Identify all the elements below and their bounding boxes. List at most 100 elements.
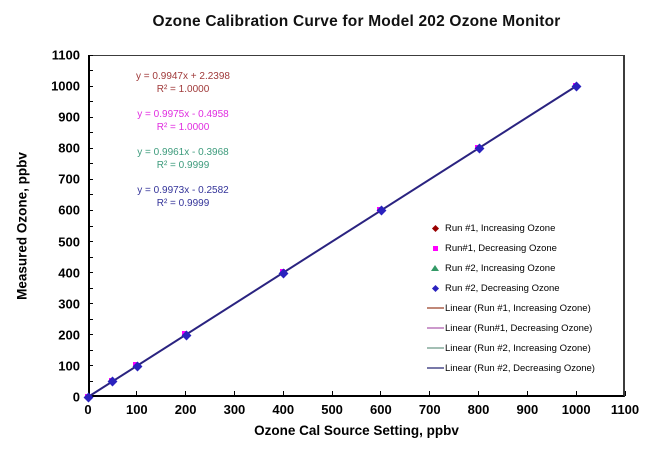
legend-item-label: Linear (Run#1, Decreasing Ozone) bbox=[445, 322, 593, 334]
legend-key bbox=[425, 327, 445, 329]
x-tick-mark bbox=[575, 391, 577, 396]
trendline-equation-4: y = 0.9973x - 0.2582 R² = 0.9999 bbox=[108, 184, 258, 210]
line-marker-icon bbox=[426, 347, 444, 349]
equation-text: R² = 1.0000 bbox=[156, 84, 210, 95]
x-tick-label: 100 bbox=[125, 402, 148, 417]
legend-item-label: Run #2, Decreasing Ozone bbox=[445, 282, 560, 294]
y-tick-mark bbox=[88, 318, 93, 320]
y-tick-label: 300 bbox=[58, 296, 80, 312]
y-tick-mark bbox=[88, 70, 93, 72]
legend-item: Linear (Run #1, Increasing Ozone) bbox=[425, 298, 623, 318]
x-axis-label: Ozone Cal Source Setting, ppbv bbox=[254, 423, 459, 438]
x-tick-label: 500 bbox=[321, 402, 343, 417]
triangle-marker-icon bbox=[431, 265, 439, 271]
legend-item: Linear (Run#1, Decreasing Ozone) bbox=[425, 318, 623, 338]
equation-text: R² = 0.9999 bbox=[156, 160, 210, 171]
legend-key bbox=[425, 307, 445, 309]
y-axis-label: Measured Ozone, ppbv bbox=[14, 152, 30, 300]
x-tick-mark bbox=[380, 391, 382, 396]
trendline-equation-2: y = 0.9975x - 0.4958 R² = 1.0000 bbox=[108, 108, 258, 134]
legend-item: Run #2, Decreasing Ozone bbox=[425, 278, 623, 298]
y-tick-label: 0 bbox=[72, 389, 80, 405]
x-tick-label: 600 bbox=[370, 402, 392, 417]
y-tick-mark bbox=[88, 54, 93, 56]
x-tick-label: 200 bbox=[174, 402, 197, 417]
legend-item-label: Linear (Run #2, Increasing Ozone) bbox=[445, 342, 591, 354]
x-tick-label: 900 bbox=[516, 402, 539, 417]
x-tick-mark bbox=[331, 391, 333, 396]
x-tick-mark bbox=[429, 391, 431, 396]
y-tick-label: 500 bbox=[58, 234, 80, 250]
y-tick-mark bbox=[88, 101, 93, 103]
legend-key bbox=[425, 347, 445, 349]
y-tick-mark bbox=[88, 132, 93, 134]
y-tick-mark bbox=[88, 241, 93, 243]
trendline-equation-3: y = 0.9961x - 0.3968 R² = 0.9999 bbox=[108, 146, 258, 172]
y-tick-label: 1100 bbox=[51, 47, 80, 63]
legend-item: Linear (Run #2, Decreasing Ozone) bbox=[425, 358, 623, 378]
y-tick-label: 1000 bbox=[51, 78, 80, 94]
line-marker-icon bbox=[426, 367, 444, 369]
x-tick-label: 800 bbox=[467, 402, 490, 417]
legend-item: Run#1, Decreasing Ozone bbox=[425, 238, 623, 258]
trendline-equations: y = 0.9947x + 2.2398 R² = 1.0000 y = 0.997… bbox=[108, 70, 258, 210]
y-tick-mark bbox=[88, 287, 93, 289]
chart-title: Ozone Calibration Curve for Model 202 Oz… bbox=[152, 13, 561, 30]
y-tick-mark bbox=[88, 349, 93, 351]
y-tick-mark bbox=[88, 272, 93, 274]
y-tick-mark bbox=[88, 225, 93, 227]
x-tick-label: 400 bbox=[272, 402, 295, 417]
equation-text: y = 0.9947x + 2.2398 bbox=[136, 71, 230, 82]
x-tick-label: 1000 bbox=[561, 402, 591, 417]
equation-text: R² = 1.0000 bbox=[156, 122, 210, 133]
legend-key bbox=[425, 224, 445, 232]
trendline-equation-1: y = 0.9947x + 2.2398 R² = 1.0000 bbox=[108, 70, 258, 96]
y-tick-mark bbox=[88, 365, 93, 367]
legend-item: Run #1, Increasing Ozone bbox=[425, 218, 623, 238]
y-tick-mark bbox=[88, 147, 93, 149]
diamond-marker-icon bbox=[431, 224, 439, 232]
x-tick-mark bbox=[185, 391, 187, 396]
legend-item: Linear (Run #2, Increasing Ozone) bbox=[425, 338, 623, 358]
square-marker-icon bbox=[432, 245, 438, 251]
equation-text: y = 0.9973x - 0.2582 bbox=[137, 185, 229, 196]
legend-key bbox=[425, 367, 445, 369]
x-tick-mark bbox=[526, 391, 528, 396]
equation-text: R² = 0.9999 bbox=[156, 198, 210, 209]
y-tick-label: 100 bbox=[58, 358, 80, 374]
y-tick-label: 800 bbox=[58, 140, 80, 156]
y-tick-mark bbox=[88, 116, 93, 118]
y-tick-mark bbox=[88, 334, 93, 336]
x-tick-label: 300 bbox=[223, 402, 246, 417]
y-tick-mark bbox=[88, 303, 93, 305]
y-tick-mark bbox=[88, 380, 93, 382]
legend-key bbox=[425, 284, 445, 292]
equation-text: y = 0.9961x - 0.3968 bbox=[137, 147, 229, 158]
legend-item-label: Linear (Run #2, Decreasing Ozone) bbox=[445, 362, 595, 374]
y-tick-label: 400 bbox=[58, 265, 80, 281]
x-tick-label: 1100 bbox=[610, 402, 640, 417]
y-tick-mark bbox=[88, 209, 93, 211]
x-tick-mark bbox=[624, 391, 626, 396]
legend-key bbox=[425, 245, 445, 251]
legend-item-label: Run #2, Increasing Ozone bbox=[445, 262, 556, 274]
y-tick-mark bbox=[88, 178, 93, 180]
y-tick-label: 700 bbox=[58, 171, 80, 187]
y-tick-label: 600 bbox=[58, 202, 80, 218]
diamond-marker-icon bbox=[431, 284, 439, 292]
x-tick-mark bbox=[478, 391, 480, 396]
x-tick-label: 0 bbox=[84, 402, 92, 417]
y-tick-label: 200 bbox=[58, 327, 80, 343]
x-tick-label: 700 bbox=[418, 402, 441, 417]
y-tick-mark bbox=[88, 163, 93, 165]
legend: Run #1, Increasing Ozone Run#1, Decreasin… bbox=[425, 218, 623, 378]
x-tick-mark bbox=[233, 391, 235, 396]
x-tick-mark bbox=[282, 391, 284, 396]
y-tick-label: 900 bbox=[58, 109, 80, 125]
legend-item-label: Linear (Run #1, Increasing Ozone) bbox=[445, 302, 591, 314]
y-tick-mark bbox=[88, 256, 93, 258]
legend-item: Run #2, Increasing Ozone bbox=[425, 258, 623, 278]
x-tick-mark bbox=[136, 391, 138, 396]
legend-key bbox=[425, 265, 445, 271]
